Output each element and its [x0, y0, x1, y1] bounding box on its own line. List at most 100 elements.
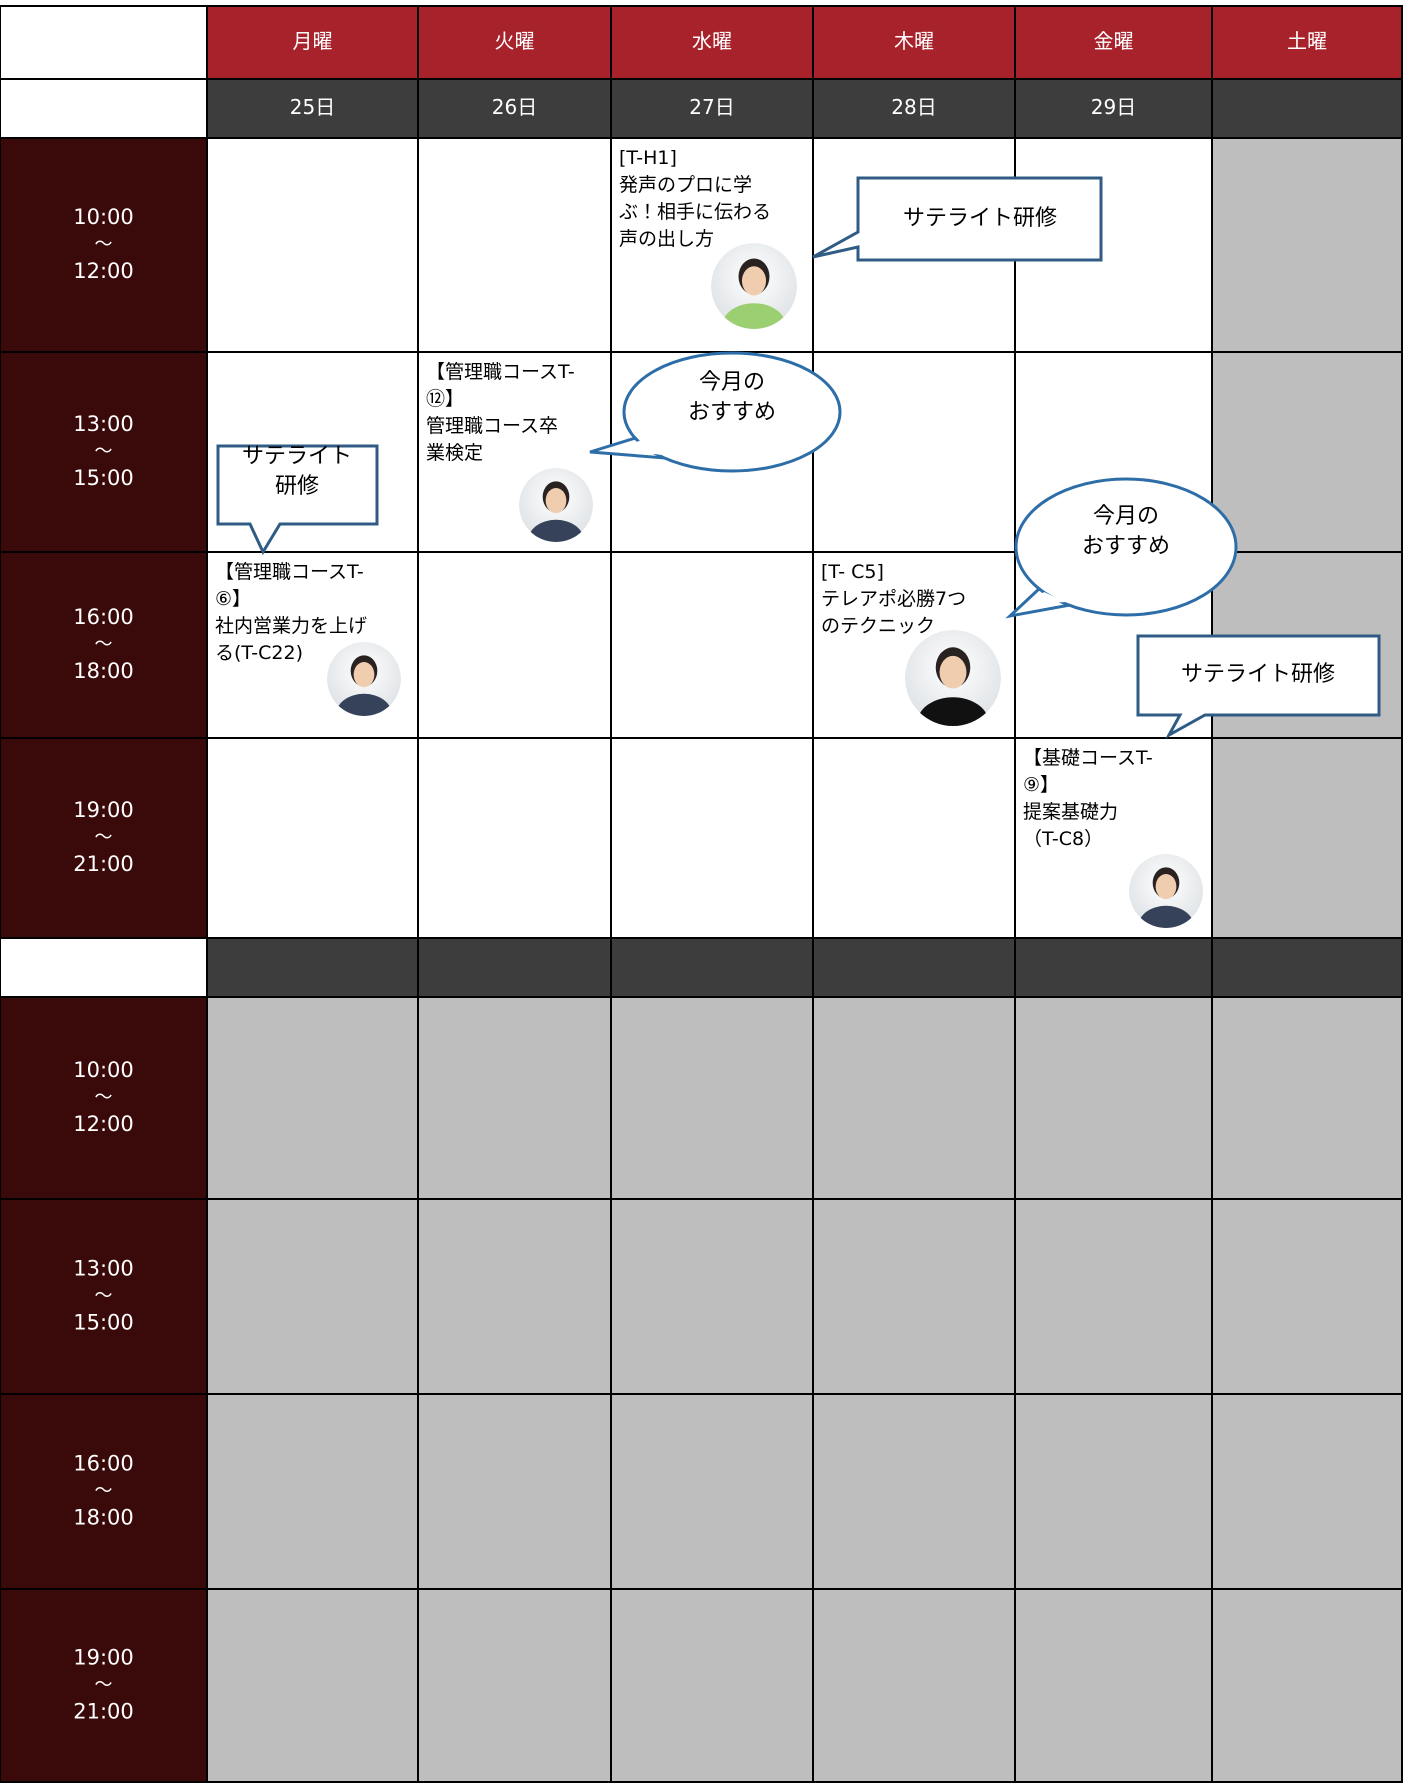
slot-cell — [1211, 137, 1403, 353]
time-start: 13:00 — [73, 412, 134, 436]
event-line: 発声のプロに学 — [619, 174, 752, 196]
date-header — [417, 78, 612, 139]
day-header — [206, 5, 419, 80]
event-text: [T-H1] 発声のプロに学ぶ！相手に伝わる声の出し方 — [619, 147, 771, 250]
slot-cell — [206, 1393, 419, 1590]
time-end: 21:00 — [73, 852, 134, 876]
callout-text: 今月の — [1093, 504, 1159, 529]
time-sep: ～ — [95, 634, 113, 655]
time-start: 16:00 — [73, 1452, 134, 1476]
day-header — [1211, 5, 1403, 80]
callout-box — [1136, 634, 1381, 739]
event-text: 【管理職コースT- ⑫】管理職コース卒業検定 — [426, 361, 575, 464]
time-start: 16:00 — [73, 605, 134, 629]
time-end: 12:00 — [73, 259, 134, 283]
slot-cell — [1211, 351, 1403, 553]
callout-box — [216, 444, 379, 556]
slot-cell — [812, 1393, 1016, 1590]
date-header — [1211, 78, 1403, 139]
callout-text: サテライト研修 — [1181, 662, 1335, 687]
photo-content — [327, 642, 401, 716]
event-text: 【管理職コースT- ⑥】社内営業力を上げる(T-C22) — [215, 561, 367, 664]
time-start: 19:00 — [73, 1646, 134, 1670]
time-cell — [0, 737, 208, 939]
callout-box — [812, 176, 1103, 262]
time-sep: ～ — [95, 441, 113, 462]
day-header — [610, 5, 814, 80]
event-line: 管理職コース卒 — [426, 415, 558, 437]
date-label: 25日 — [290, 95, 335, 119]
slot-cell — [1014, 996, 1213, 1200]
corner-cell — [0, 5, 208, 80]
callout-text: おすすめ — [1082, 534, 1170, 559]
callout-text: おすすめ — [688, 400, 776, 425]
time-end: 15:00 — [73, 1311, 134, 1335]
date-label: 28日 — [891, 95, 936, 119]
photo-body — [917, 697, 989, 726]
day-header — [417, 5, 612, 80]
date-label: 29日 — [1091, 95, 1136, 119]
event-line: 声の出し方 — [619, 228, 714, 250]
event-line: 【基礎コースT- — [1023, 747, 1153, 769]
time-end: 15:00 — [73, 466, 134, 490]
time-end: 12:00 — [73, 1112, 134, 1136]
time-sep: ～ — [95, 1087, 113, 1108]
callout-tail-cover — [1030, 592, 1066, 604]
day-label: 月曜 — [293, 29, 333, 53]
separator-cell — [417, 937, 612, 998]
slot-cell — [610, 1588, 814, 1783]
photo-content — [905, 630, 1001, 726]
slot-cell — [206, 737, 419, 939]
event-line: [T- C5] — [821, 561, 884, 583]
slot-cell — [417, 737, 612, 939]
event-line: ⑫】 — [426, 388, 464, 410]
slot-cell — [417, 1393, 612, 1590]
slot-cell — [1211, 1588, 1403, 1783]
time-sep: ～ — [95, 1481, 113, 1502]
corner-cell — [0, 78, 208, 139]
instructor-photo — [519, 468, 593, 542]
instructor-photo — [327, 642, 401, 716]
photo-body — [1138, 905, 1194, 928]
separator-cell — [0, 937, 208, 998]
slot-cell — [1211, 737, 1403, 939]
time-cell — [0, 996, 208, 1200]
slot-cell — [1211, 996, 1403, 1200]
time-cell — [0, 137, 208, 353]
photo-content — [1129, 854, 1203, 928]
slot-cell — [610, 737, 814, 939]
event-line: ぶ！相手に伝わる — [619, 201, 771, 223]
time-start: 10:00 — [73, 205, 134, 229]
slot-cell — [1211, 1393, 1403, 1590]
slot-cell — [417, 996, 612, 1200]
event-line: 【管理職コースT- — [215, 561, 364, 583]
slot-cell — [1014, 1198, 1213, 1395]
day-label: 水曜 — [692, 29, 732, 53]
callout-text: サテライト研修 — [903, 206, 1057, 231]
date-label: 26日 — [492, 95, 537, 119]
event-line: [T-H1] — [619, 147, 677, 169]
time-end: 18:00 — [73, 659, 134, 683]
slot-cell — [417, 1198, 612, 1395]
photo-content — [711, 243, 797, 329]
event-text: [T- C5] テレアポ必勝7つのテクニック — [821, 561, 966, 637]
callout-text: 今月の — [699, 370, 765, 395]
slot-cell — [206, 1588, 419, 1783]
time-start: 13:00 — [73, 1257, 134, 1281]
slot-cell — [417, 551, 612, 739]
slot-cell — [610, 1393, 814, 1590]
slot-cell — [206, 996, 419, 1200]
time-sep: ～ — [95, 234, 113, 255]
event-line: のテクニック — [821, 615, 935, 637]
slot-cell — [417, 137, 612, 353]
time-sep: ～ — [95, 827, 113, 848]
time-start: 19:00 — [73, 798, 134, 822]
time-sep: ～ — [95, 1675, 113, 1696]
callout-bubble — [1014, 477, 1238, 617]
slot-cell — [812, 1198, 1016, 1395]
callout-text: サテライト — [242, 444, 352, 469]
instructor-photo — [1129, 854, 1203, 928]
event-line: ⑨】 — [1023, 774, 1059, 796]
